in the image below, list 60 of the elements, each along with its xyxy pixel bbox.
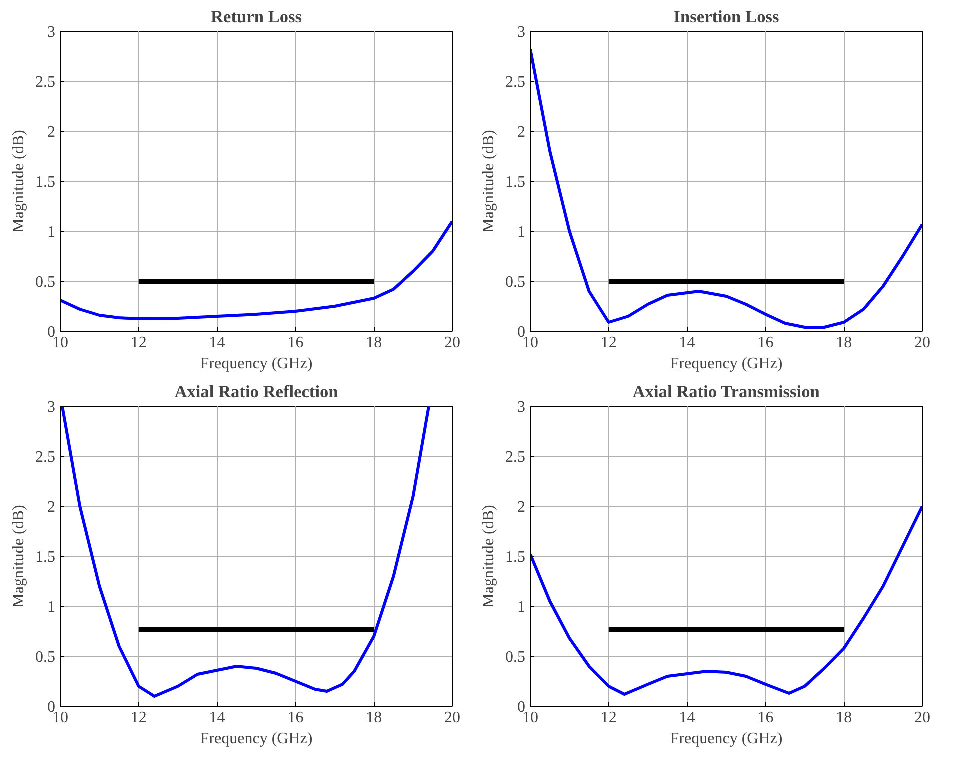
x-tick-label: 18 [836, 334, 852, 352]
y-tick-label: 0.5 [506, 649, 526, 666]
y-tick-label: 2 [48, 124, 56, 141]
x-tick-label: 16 [758, 334, 774, 352]
x-axis-title: Frequency (GHz) [200, 730, 313, 748]
x-tick-label: 14 [679, 334, 696, 352]
y-tick-label: 0 [48, 699, 56, 716]
y-tick-label: 1.5 [506, 174, 526, 191]
x-tick-label: 20 [444, 334, 460, 352]
y-tick-label: 1 [518, 224, 526, 241]
chart-title: Insertion Loss [674, 8, 780, 26]
y-tick-label: 3 [518, 24, 526, 41]
y-tick-label: 2 [518, 124, 526, 141]
x-axis-title: Frequency (GHz) [200, 356, 313, 372]
x-tick-label: 12 [130, 710, 147, 726]
y-tick-label: 2.5 [506, 449, 526, 466]
x-tick-label: 20 [444, 710, 460, 726]
y-axis-title: Magnitude (dB) [10, 130, 28, 233]
x-tick-label: 14 [209, 334, 226, 352]
y-tick-label: 0.5 [36, 649, 56, 666]
y-tick-label: 2.5 [506, 74, 526, 91]
x-tick-label: 14 [679, 710, 696, 726]
x-axis-title: Frequency (GHz) [670, 730, 783, 748]
chart-title: Axial Ratio Reflection [174, 382, 339, 402]
y-tick-label: 3 [48, 399, 56, 416]
y-tick-label: 1 [48, 224, 56, 241]
y-axis-title: Magnitude (dB) [480, 505, 498, 608]
y-axis-title: Magnitude (dB) [480, 130, 498, 233]
y-tick-label: 1 [518, 599, 526, 616]
y-tick-label: 3 [48, 24, 56, 41]
y-tick-label: 1.5 [506, 549, 526, 566]
y-axis-title: Magnitude (dB) [10, 505, 28, 608]
y-tick-label: 0 [48, 324, 56, 341]
chart-title: Axial Ratio Transmission [632, 382, 820, 402]
x-tick-label: 16 [288, 334, 304, 352]
x-tick-label: 14 [209, 710, 226, 726]
x-tick-label: 20 [914, 710, 930, 726]
y-tick-label: 0.5 [506, 274, 526, 291]
x-tick-label: 16 [758, 710, 774, 726]
chart-title: Return Loss [211, 8, 302, 26]
y-tick-label: 0 [518, 699, 526, 716]
y-tick-label: 3 [518, 399, 526, 416]
x-tick-label: 18 [366, 710, 382, 726]
y-tick-label: 2.5 [36, 449, 56, 466]
x-tick-label: 12 [600, 710, 617, 726]
x-tick-label: 18 [836, 710, 852, 726]
y-tick-label: 1.5 [36, 174, 56, 191]
y-tick-label: 2 [48, 499, 56, 516]
x-tick-label: 16 [288, 710, 304, 726]
y-tick-label: 2 [518, 499, 526, 516]
x-tick-label: 12 [130, 334, 147, 352]
y-tick-label: 1.5 [36, 549, 56, 566]
y-tick-label: 0 [518, 324, 526, 341]
y-tick-label: 1 [48, 599, 56, 616]
x-tick-label: 20 [914, 334, 930, 352]
y-tick-label: 2.5 [36, 74, 56, 91]
x-tick-label: 12 [600, 334, 617, 352]
y-tick-label: 0.5 [36, 274, 56, 291]
x-axis-title: Frequency (GHz) [670, 356, 783, 372]
x-tick-label: 18 [366, 334, 382, 352]
